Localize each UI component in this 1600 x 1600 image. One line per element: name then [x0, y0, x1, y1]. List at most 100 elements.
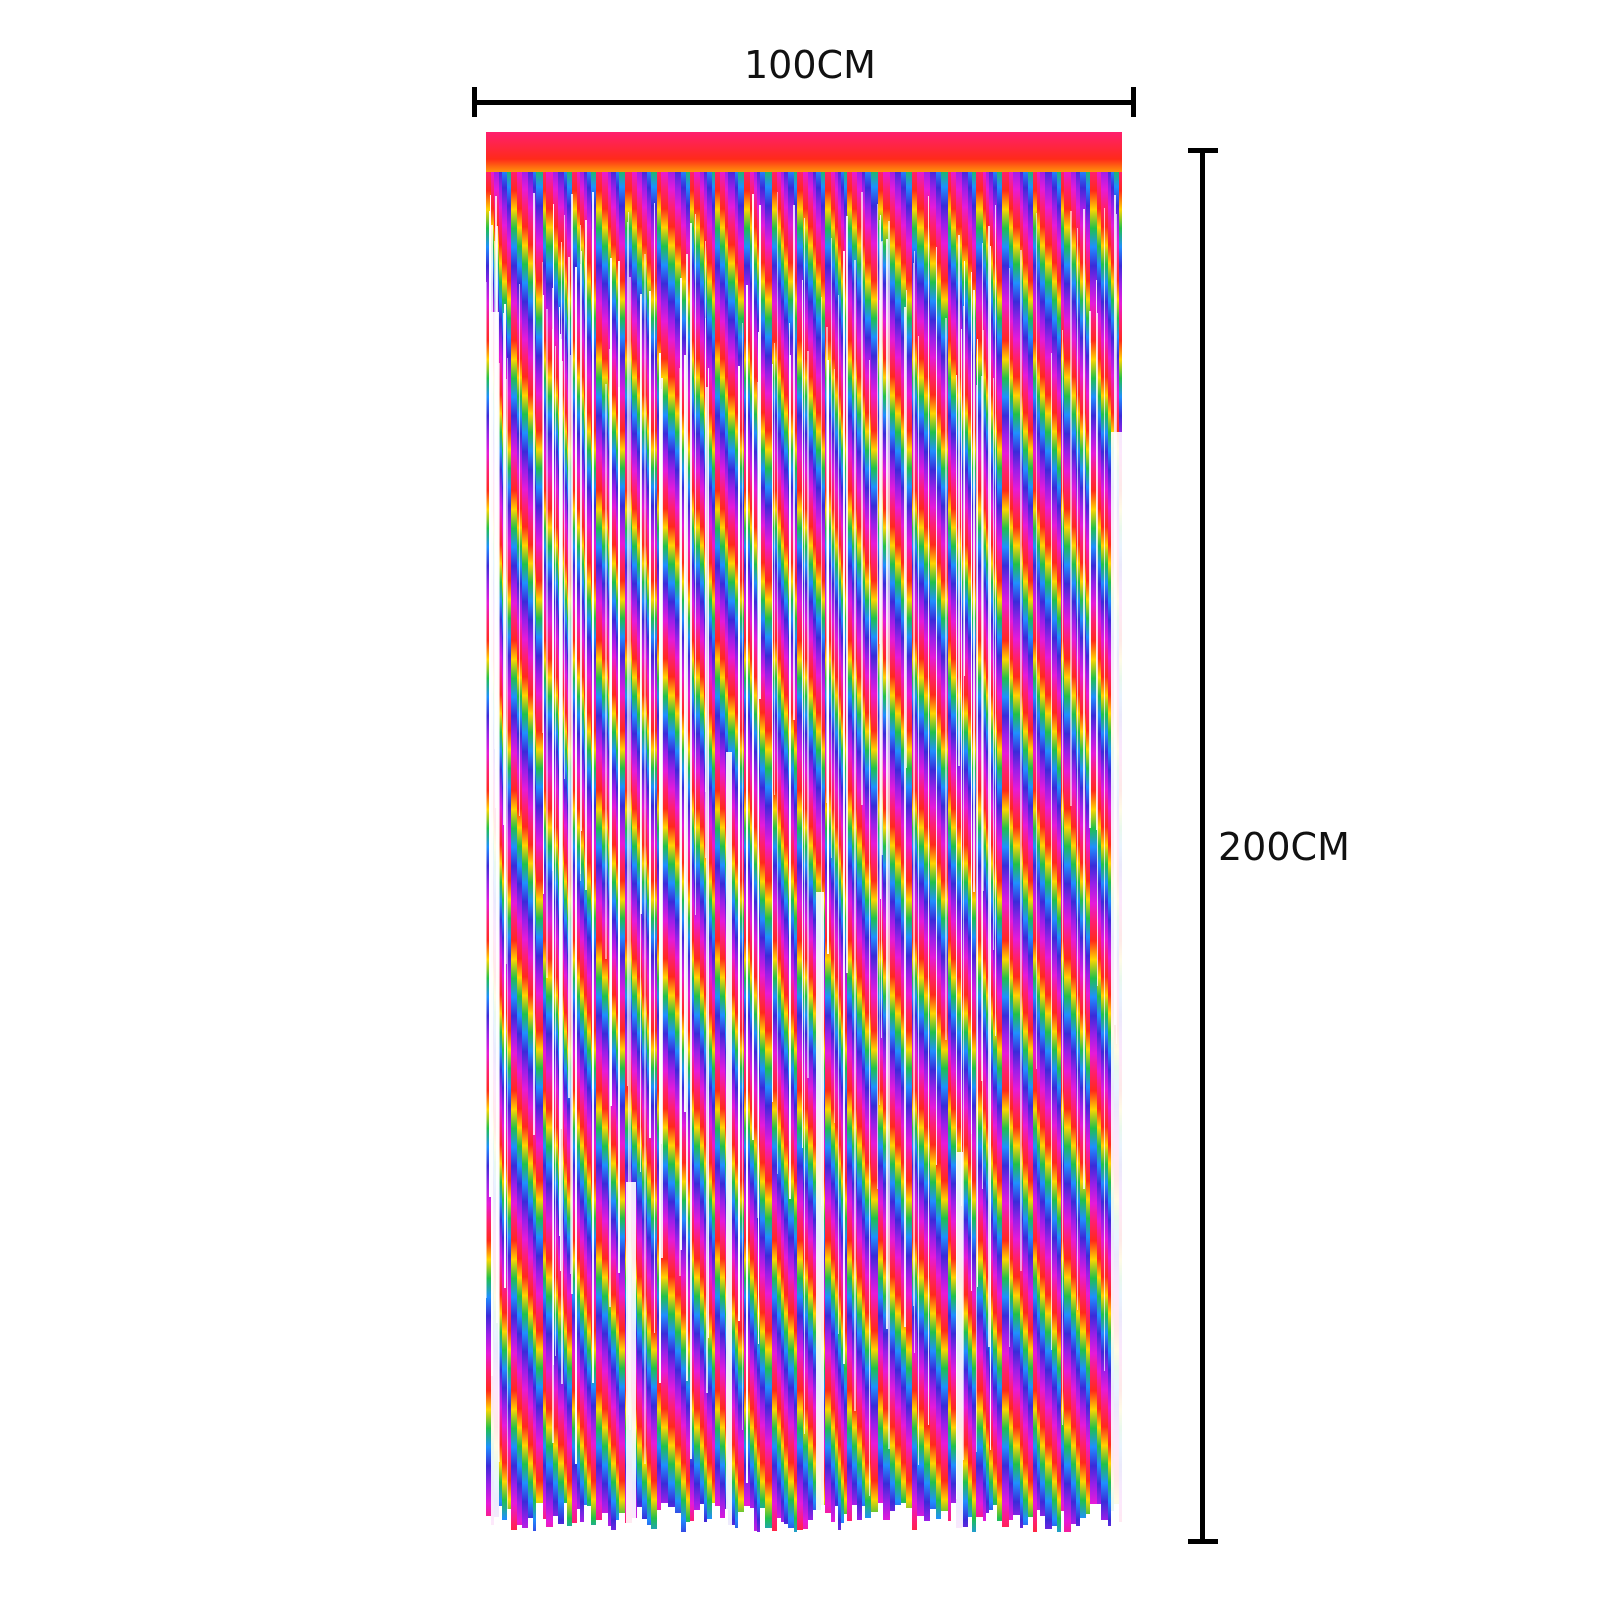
foil-strand	[794, 172, 797, 1532]
foil-highlight	[640, 294, 642, 914]
height-dimension-cap-top	[1188, 148, 1218, 153]
foil-strand	[1009, 172, 1013, 1520]
foil-strand	[511, 172, 517, 1530]
foil-highlight	[906, 290, 907, 768]
foil-strand	[720, 172, 725, 1518]
foil-highlight	[570, 355, 571, 1274]
foil-strand	[661, 172, 668, 1503]
foil-highlight	[877, 204, 878, 1189]
foil-strand	[754, 172, 757, 1531]
foil-strand	[847, 172, 852, 1521]
foil-highlight	[1083, 209, 1085, 1189]
foil-highlight	[628, 212, 629, 1415]
foil-highlight	[610, 258, 612, 1106]
foil-highlight	[1096, 280, 1097, 830]
foil-highlight	[490, 275, 491, 1139]
foil-highlight	[958, 235, 960, 766]
curtain-gap	[816, 892, 824, 1532]
curtain-strands	[486, 172, 1122, 1532]
foil-highlight	[963, 306, 964, 1460]
foil-highlight	[854, 260, 856, 1411]
foil-strand	[536, 172, 543, 1503]
foil-strand	[1071, 172, 1076, 1524]
foil-strand	[976, 172, 983, 1517]
height-dimension-label: 200CM	[1218, 825, 1350, 869]
foil-highlight	[507, 358, 508, 1512]
foil-strand	[772, 172, 777, 1531]
foil-strand	[1090, 172, 1097, 1504]
foil-strand	[499, 172, 502, 1506]
foil-strand	[986, 172, 989, 1513]
foil-strand	[675, 172, 681, 1513]
foil-strand	[948, 172, 951, 1521]
foil-strand	[715, 172, 720, 1506]
foil-highlight	[627, 222, 628, 1086]
foil-strand	[1040, 172, 1045, 1516]
foil-strand	[821, 172, 825, 1505]
foil-highlight	[1062, 330, 1063, 1425]
foil-highlight	[973, 290, 975, 892]
foil-highlight	[789, 355, 791, 1199]
foil-highlight	[843, 251, 845, 1364]
foil-highlight	[738, 366, 740, 1321]
foil-strand	[543, 172, 546, 1519]
foil-strand	[572, 172, 577, 1523]
foil-highlight	[838, 295, 839, 1334]
foil-highlight	[690, 223, 692, 1459]
foil-highlight	[542, 262, 543, 733]
foil-strand	[700, 172, 704, 1504]
foil-strand	[668, 172, 675, 1507]
foil-strand	[917, 172, 924, 1516]
foil-strand	[816, 172, 821, 1510]
foil-strand	[760, 172, 765, 1508]
foil-highlight	[1077, 228, 1078, 1310]
foil-highlight	[486, 282, 487, 1298]
foil-highlight	[742, 323, 743, 1430]
foil-highlight	[503, 313, 504, 825]
foil-strand	[632, 172, 637, 1518]
width-dimension-label: 100CM	[744, 43, 876, 87]
foil-highlight	[936, 247, 937, 1165]
foil-strand	[808, 172, 813, 1520]
foil-strand	[580, 172, 584, 1522]
foil-strand	[983, 172, 986, 1521]
foil-highlight	[990, 246, 991, 1450]
foil-strand	[765, 172, 772, 1528]
foil-highlight	[552, 288, 554, 1443]
foil-strand	[681, 172, 686, 1532]
foil-strand	[968, 172, 972, 1517]
foil-highlight	[684, 355, 686, 1112]
foil-highlight	[995, 205, 996, 1036]
foil-highlight	[555, 346, 556, 1356]
foil-strand	[803, 172, 808, 1529]
foil-strand	[507, 172, 511, 1509]
foil-highlight	[592, 229, 593, 1089]
foil-highlight	[880, 215, 881, 899]
foil-strand	[1033, 172, 1037, 1532]
foil-strand	[712, 172, 715, 1503]
foil-highlight	[559, 307, 560, 1236]
foil-strand	[1023, 172, 1028, 1525]
foil-strand	[707, 172, 712, 1519]
foil-strand	[619, 172, 625, 1513]
foil-strand	[1064, 172, 1071, 1532]
foil-strand	[522, 172, 528, 1528]
width-dimension-cap-right	[1131, 87, 1136, 117]
curtain-gap	[1111, 432, 1122, 1532]
foil-highlight	[821, 297, 822, 1206]
foil-strand	[596, 172, 602, 1520]
foil-strand	[865, 172, 871, 1518]
height-dimension-line	[1200, 150, 1205, 1542]
foil-highlight	[879, 220, 880, 644]
foil-strand	[1052, 172, 1057, 1526]
foil-strand	[1057, 172, 1061, 1532]
foil-strand	[735, 172, 738, 1528]
curtain-gaps	[491, 312, 1122, 1532]
foil-strand	[901, 172, 906, 1503]
foil-highlight	[971, 272, 972, 1134]
foil-strand	[838, 172, 841, 1530]
foil-highlight	[977, 339, 978, 1287]
foil-strand	[890, 172, 895, 1511]
foil-strand	[1108, 172, 1111, 1526]
foil-strand	[546, 172, 553, 1527]
